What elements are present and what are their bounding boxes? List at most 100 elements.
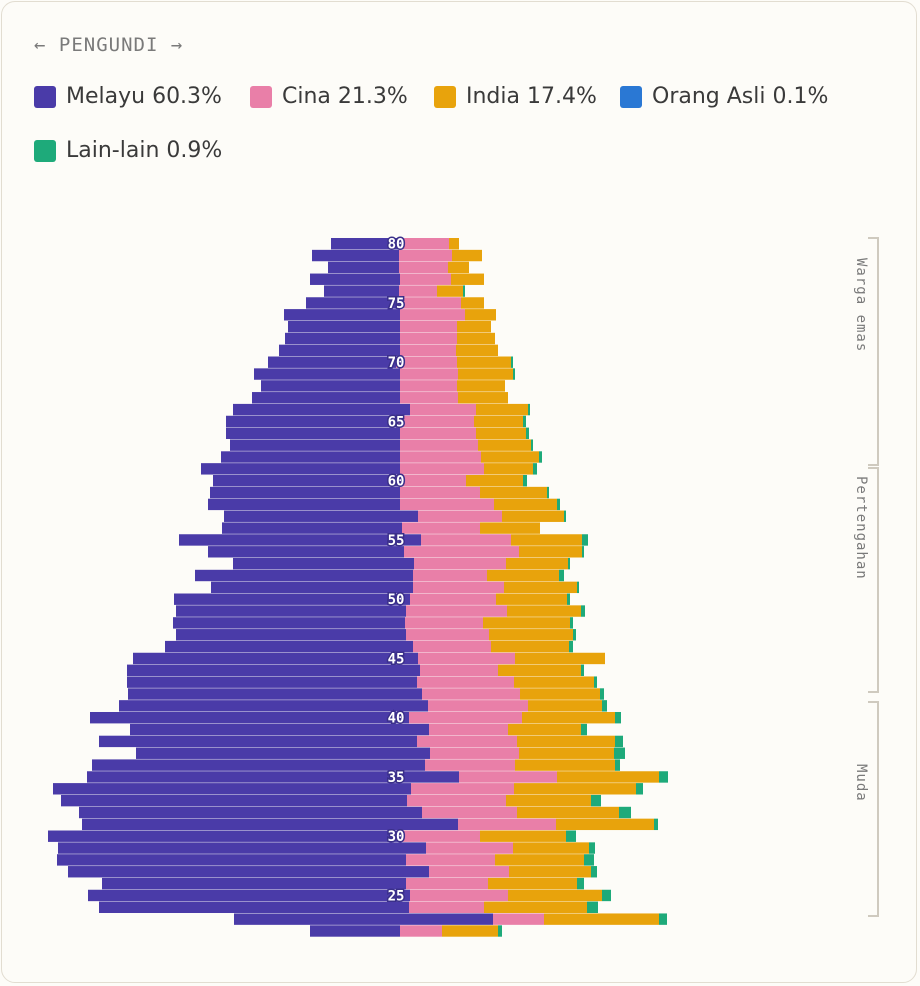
bar-lain-lain-age-40[interactable] [615,712,621,724]
bar-cina-age-30[interactable] [400,830,480,842]
bar-india-age-75[interactable] [461,297,484,309]
bar-india-age-35[interactable] [557,771,659,783]
bar-india-age-37[interactable] [519,747,614,759]
bar-melayu-age-57[interactable] [224,510,418,522]
bar-melayu-age-22[interactable] [310,925,400,937]
bar-lain-lain-age-44[interactable] [581,664,584,676]
bar-cina-age-52[interactable] [413,569,487,582]
legend-item-cina[interactable]: Cina 21.3% [250,84,408,109]
bar-india-age-61[interactable] [484,463,533,475]
bar-india-age-70[interactable] [457,356,511,368]
bar-india-age-44[interactable] [498,664,581,676]
bar-cina-age-61[interactable] [400,463,484,475]
bar-lain-lain-age-32[interactable] [619,806,631,819]
bar-melayu-age-50[interactable] [174,593,410,605]
bar-india-age-26[interactable] [488,877,577,890]
bar-cina-age-80[interactable] [399,238,449,250]
bar-melayu-age-68[interactable] [261,380,400,392]
bar-india-age-60[interactable] [466,475,523,487]
bar-lain-lain-age-55[interactable] [582,534,588,546]
bar-india-age-80[interactable] [449,238,459,250]
bar-cina-age-42[interactable] [422,688,520,700]
bar-lain-lain-age-63[interactable] [531,439,533,451]
bar-cina-age-71[interactable] [400,344,456,357]
bar-cina-age-77[interactable] [400,273,451,285]
bar-cina-age-49[interactable] [406,605,507,617]
bar-cina-age-31[interactable] [458,818,556,831]
bar-india-age-66[interactable] [476,403,528,416]
bar-lain-lain-age-59[interactable] [547,486,549,499]
bar-cina-age-51[interactable] [413,581,504,594]
bar-cina-age-24[interactable] [409,901,484,913]
bar-cina-age-73[interactable] [400,320,457,333]
bar-melayu-age-24[interactable] [99,901,409,913]
bar-melayu-age-35[interactable] [87,771,459,783]
bar-india-age-41[interactable] [528,700,602,712]
bar-cina-age-46[interactable] [413,640,491,653]
bar-india-age-78[interactable] [448,261,469,274]
bar-cina-age-66[interactable] [410,403,476,416]
bar-cina-age-43[interactable] [417,676,514,688]
bar-india-age-34[interactable] [514,783,636,795]
bar-lain-lain-age-34[interactable] [636,783,643,795]
bar-melayu-age-54[interactable] [208,546,404,558]
legend-item-lain-lain[interactable]: Lain-lain 0.9% [34,138,222,163]
bar-lain-lain-age-39[interactable] [581,723,587,736]
bar-cina-age-62[interactable] [400,451,481,463]
bar-cina-age-38[interactable] [417,735,517,748]
bar-lain-lain-age-58[interactable] [557,498,560,511]
bar-cina-age-32[interactable] [422,806,517,819]
bar-melayu-age-75[interactable] [306,297,400,309]
bar-india-age-36[interactable] [515,759,615,771]
bar-melayu-age-59[interactable] [210,486,400,499]
bar-melayu-age-37[interactable] [136,747,430,759]
bar-melayu-age-29[interactable] [58,842,426,854]
bar-cina-age-41[interactable] [428,700,528,712]
bar-lain-lain-age-29[interactable] [589,842,595,854]
bar-india-age-47[interactable] [489,629,573,641]
bar-cina-age-78[interactable] [399,261,448,274]
bar-lain-lain-age-42[interactable] [600,688,604,700]
bar-lain-lain-age-22[interactable] [498,925,502,937]
bar-melayu-age-41[interactable] [119,700,428,712]
bar-cina-age-47[interactable] [406,629,489,641]
bar-melayu-age-72[interactable] [285,332,400,345]
bar-melayu-age-69[interactable] [254,368,400,380]
bar-melayu-age-49[interactable] [176,605,406,617]
bar-lain-lain-age-64[interactable] [526,427,529,439]
bar-melayu-age-56[interactable] [222,522,402,534]
bar-lain-lain-age-36[interactable] [615,759,620,771]
bar-india-age-24[interactable] [484,901,587,913]
bar-lain-lain-age-23[interactable] [659,913,667,925]
bar-india-age-38[interactable] [517,735,615,748]
bar-india-age-67[interactable] [458,392,508,404]
bar-india-age-40[interactable] [522,712,615,724]
bar-lain-lain-age-33[interactable] [591,794,601,807]
bar-melayu-age-44[interactable] [127,664,420,676]
bar-cina-age-54[interactable] [404,546,519,558]
bar-cina-age-23[interactable] [493,913,544,925]
bar-cina-age-29[interactable] [426,842,513,854]
bar-melayu-age-63[interactable] [230,439,400,451]
bar-india-age-32[interactable] [517,806,619,819]
bar-melayu-age-39[interactable] [130,723,429,736]
bar-cina-age-59[interactable] [400,486,480,499]
bar-india-age-69[interactable] [458,368,513,380]
bar-melayu-age-51[interactable] [211,581,413,594]
bar-melayu-age-31[interactable] [82,818,458,831]
bar-lain-lain-age-35[interactable] [659,771,668,783]
bar-melayu-age-55[interactable] [179,534,421,546]
nav-label[interactable]: ← PENGUNDI → [34,34,184,56]
bar-india-age-23[interactable] [544,913,659,925]
bar-melayu-age-34[interactable] [53,783,411,795]
bar-melayu-age-30[interactable] [48,830,400,842]
bar-lain-lain-age-28[interactable] [584,854,594,866]
bar-cina-age-58[interactable] [400,498,494,511]
bar-lain-lain-age-62[interactable] [539,451,542,463]
bar-melayu-age-32[interactable] [79,806,422,819]
bar-melayu-age-26[interactable] [102,877,406,890]
bar-india-age-49[interactable] [507,605,581,617]
bar-india-age-63[interactable] [478,439,531,451]
bar-cina-age-56[interactable] [402,522,480,534]
bar-melayu-age-48[interactable] [173,617,405,629]
